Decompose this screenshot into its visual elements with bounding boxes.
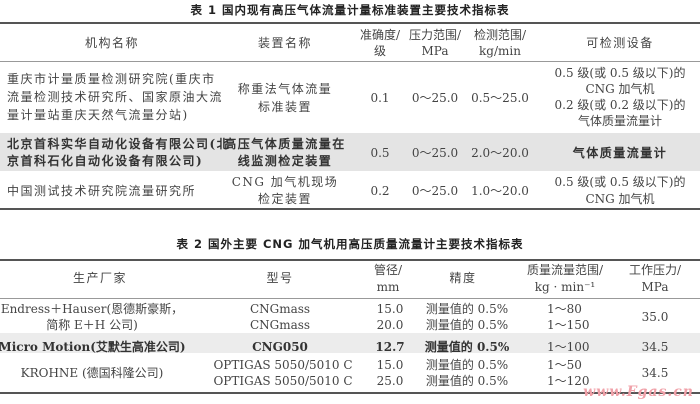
t2-r2-dn-1: 12.7	[375, 340, 405, 354]
t2-r1-precision-2: 测量值的 0.5%	[425, 318, 509, 332]
t1-r1-pressure: 0～25.0	[411, 91, 459, 105]
t1-r1-accuracy: 0.1	[370, 91, 390, 105]
t2-r2-shading	[0, 333, 700, 353]
table1-top-rule	[0, 22, 700, 24]
t2-r2-model-1: CNG050	[252, 340, 308, 354]
t2-r3-maker-1: KROHNE (德国科隆公司)	[20, 366, 164, 380]
t1-r1-range: 0.5～25.0	[471, 91, 529, 105]
t1-r1-equip-2: CNG 加气机	[585, 82, 655, 96]
t1-header-range: 检测范围/	[473, 28, 527, 42]
t1-r1-equip-1: 0.5 级(或 0.5 级以下)的	[554, 66, 686, 80]
t2-r3-flow-1: 1～50	[547, 358, 582, 372]
t1-header-pressure-unit: MPa	[421, 44, 449, 58]
t1-r1-equip-4: 气体质量流量计	[577, 114, 663, 128]
t1-r1-device-1: 称重法气体流量	[237, 82, 333, 96]
t1-r3-org-1: 中国测试技术研究院流量研究所	[7, 184, 197, 198]
t2-r1-precision-1: 测量值的 0.5%	[425, 302, 509, 316]
t1-r1-device-2: 标准装置	[257, 100, 313, 114]
t2-r3-precision-1: 测量值的 0.5%	[425, 358, 509, 372]
t2-r2-pressure: 34.5	[641, 340, 669, 354]
t2-header-model: 型号	[266, 271, 294, 285]
t2-header-maker: 生产厂家	[72, 271, 128, 285]
t2-header-pressure-unit: MPa	[641, 280, 669, 294]
table1-title: 表 1 国内现有高压气体流量计量标准装置主要技术指标表	[190, 3, 510, 17]
t2-r2-maker-1: Micro Motion(艾默生高准公司)	[0, 340, 186, 354]
t1-header-accuracy-unit: 级	[373, 44, 387, 58]
t1-r2-range: 2.0～20.0	[471, 146, 529, 160]
t1-r2-pressure: 0～25.0	[411, 146, 459, 160]
table2-title: 表 2 国外主要 CNG 加气机用高压质量流量计主要技术指标表	[176, 237, 524, 251]
t1-r1-org-3: 量计量站重庆天然气流量分站)	[7, 108, 189, 122]
t2-r1-flow-1: 1～80	[547, 302, 582, 316]
t1-r3-device-1: CNG 加气机现场	[231, 175, 339, 189]
table2-header-rule	[0, 298, 700, 299]
t2-r3-model-2: OPTIGAS 5050/5010 C	[213, 374, 353, 388]
t1-header-org: 机构名称	[84, 36, 140, 50]
t2-r1-dn-1: 15.0	[376, 302, 404, 316]
t1-r3-device-2: 检定装置	[257, 192, 313, 206]
t1-r2-device-2: 线监测检定装置	[237, 154, 333, 168]
t1-r2-org-2: 京首科石化自动化设备有限公司)	[7, 154, 204, 168]
t1-r1-org-1: 重庆市计量质量检测研究院(重庆市	[7, 72, 216, 86]
t2-r3-dn-1: 15.0	[376, 358, 404, 372]
t1-header-range-unit: kg/min	[479, 44, 521, 58]
t1-r1-equip-3: 0.2 级(或 0.2 级以下)的	[554, 98, 686, 112]
t1-header-device: 装置名称	[257, 36, 313, 50]
table1-header-rule	[0, 61, 700, 62]
t1-r3-accuracy: 0.2	[370, 184, 390, 198]
t1-r2-org-1: 北京首科实华自动化设备有限公司(北	[7, 137, 231, 151]
t2-header-dn-unit: mm	[376, 280, 400, 294]
t2-r1-flow-2: 1～150	[547, 318, 590, 332]
t1-r2-device-1: 高压气体质量流量在	[224, 137, 346, 151]
t2-r3-flow-2: 1～120	[547, 374, 590, 388]
t2-r3-pressure: 34.5	[641, 366, 669, 380]
t1-r3-pressure: 0～25.0	[411, 184, 459, 198]
t2-r2-flow-1: 1～100	[547, 340, 590, 354]
t2-header-flow-unit: kg · min⁻¹	[534, 280, 596, 294]
t2-r1-maker-1: Endress＋Hauser(恩德斯豪斯，	[0, 302, 184, 316]
t2-r3-precision-2: 测量值的 0.5%	[425, 374, 509, 388]
t1-header-accuracy: 准确度/	[359, 28, 401, 42]
t1-r2-shading	[0, 133, 700, 171]
t1-r3-equip-2: CNG 加气机	[585, 192, 655, 206]
t2-header-precision: 精度	[449, 271, 477, 285]
t1-r2-accuracy: 0.5	[370, 146, 390, 160]
t2-r2-precision-1: 测量值的 0.5%	[424, 340, 510, 354]
t2-r3-model-1: OPTIGAS 5050/5010 C	[213, 358, 353, 372]
t2-r1-maker-2: 简称 E＋H 公司)	[46, 318, 138, 332]
t2-r1-model-1: CNGmass	[249, 302, 311, 316]
t1-r3-equip-1: 0.5 级(或 0.5 级以下)的	[554, 175, 686, 189]
t2-header-flow: 质量流量范围/	[526, 263, 604, 277]
t2-header-dn: 管径/	[373, 263, 403, 277]
t1-r1-org-2: 流量检测技术研究所、国家原油大流	[7, 90, 224, 104]
t2-r1-dn-2: 20.0	[376, 318, 404, 332]
t2-header-pressure: 工作压力/	[628, 263, 682, 277]
t2-r1-model-2: CNGmass	[249, 318, 311, 332]
t1-header-equipment: 可检测设备	[586, 36, 654, 50]
table2-bottom-rule	[0, 392, 700, 394]
table1-bottom-rule	[0, 208, 700, 210]
table2-top-rule	[0, 259, 700, 261]
t2-r1-pressure: 35.0	[641, 310, 669, 324]
t1-r2-equip-1: 气体质量流量计	[572, 146, 668, 160]
t2-r3-dn-2: 25.0	[376, 374, 404, 388]
t1-r3-range: 1.0～20.0	[471, 184, 529, 198]
t1-header-pressure: 压力范围/	[408, 28, 462, 42]
watermark: www.Fgas.cn	[583, 384, 694, 400]
